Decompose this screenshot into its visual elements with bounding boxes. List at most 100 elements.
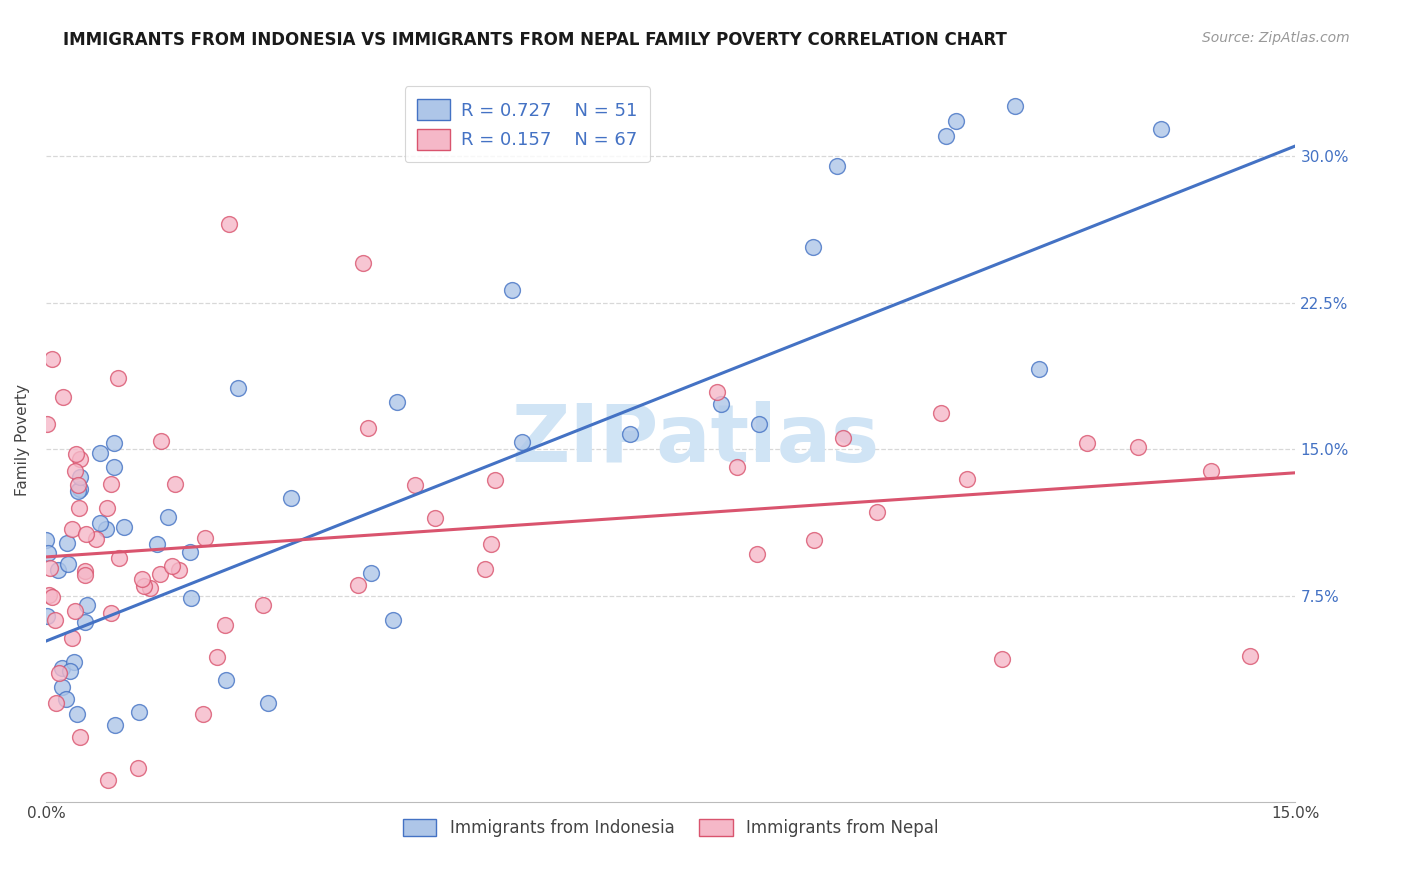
Y-axis label: Family Poverty: Family Poverty: [15, 384, 30, 496]
Point: [160, 559, 183, 574]
Point: [510, 435, 533, 450]
Point: [69, 846, 91, 860]
Point: [832, 431, 855, 445]
Point: [58, 664, 80, 678]
Point: [60, 522, 83, 536]
Point: [66, 477, 89, 491]
Point: [69, 730, 91, 744]
Point: [56, 557, 79, 571]
Point: [69, 451, 91, 466]
Point: [990, 652, 1012, 666]
Point: [1298, 641, 1320, 656]
Point: [52, 390, 75, 404]
Legend: Immigrants from Indonesia, Immigrants from Nepal: Immigrants from Indonesia, Immigrants fr…: [396, 813, 945, 844]
Point: [356, 420, 378, 434]
Point: [104, 718, 127, 732]
Point: [866, 505, 889, 519]
Point: [66, 706, 89, 721]
Point: [935, 129, 957, 144]
Point: [45, 696, 67, 710]
Point: [63, 655, 86, 669]
Point: [112, 520, 135, 534]
Point: [103, 435, 125, 450]
Point: [228, 381, 250, 395]
Point: [180, 591, 202, 606]
Text: Source: ZipAtlas.com: Source: ZipAtlas.com: [1202, 31, 1350, 45]
Point: [94, 522, 117, 536]
Point: [51, 680, 73, 694]
Point: [404, 478, 426, 492]
Point: [67, 483, 90, 498]
Point: [75, 564, 97, 578]
Point: [748, 417, 770, 432]
Point: [100, 607, 122, 621]
Point: [347, 577, 370, 591]
Point: [107, 371, 129, 385]
Point: [128, 705, 150, 719]
Point: [931, 406, 953, 420]
Point: [48, 665, 70, 680]
Point: [1004, 99, 1026, 113]
Point: [97, 773, 120, 788]
Point: [191, 707, 214, 722]
Point: [801, 240, 824, 254]
Point: [89, 516, 111, 531]
Point: [1199, 464, 1222, 478]
Point: [60, 631, 83, 645]
Point: [385, 394, 408, 409]
Point: [69, 482, 91, 496]
Point: [103, 460, 125, 475]
Point: [89, 446, 111, 460]
Point: [55, 536, 77, 550]
Point: [149, 566, 172, 581]
Point: [163, 476, 186, 491]
Point: [73, 568, 96, 582]
Point: [75, 526, 97, 541]
Point: [1076, 435, 1098, 450]
Point: [131, 572, 153, 586]
Point: [207, 649, 229, 664]
Point: [827, 159, 849, 173]
Point: [218, 217, 240, 231]
Point: [745, 547, 768, 561]
Point: [76, 598, 98, 612]
Point: [41, 590, 63, 604]
Point: [73, 615, 96, 630]
Point: [360, 566, 382, 581]
Point: [38, 561, 60, 575]
Point: [725, 459, 748, 474]
Point: [179, 545, 201, 559]
Point: [214, 617, 236, 632]
Point: [239, 829, 262, 843]
Point: [1239, 648, 1261, 663]
Point: [157, 509, 180, 524]
Point: [252, 598, 274, 612]
Point: [44, 613, 66, 627]
Point: [132, 579, 155, 593]
Point: [149, 434, 172, 449]
Text: IMMIGRANTS FROM INDONESIA VS IMMIGRANTS FROM NEPAL FAMILY POVERTY CORRELATION CH: IMMIGRANTS FROM INDONESIA VS IMMIGRANTS …: [63, 31, 1007, 49]
Point: [257, 696, 280, 710]
Point: [474, 562, 496, 576]
Point: [194, 531, 217, 545]
Point: [382, 614, 405, 628]
Text: ZIPatlas: ZIPatlas: [512, 401, 880, 478]
Point: [65, 464, 87, 478]
Point: [37, 608, 59, 623]
Point: [710, 397, 733, 411]
Point: [706, 385, 728, 400]
Point: [280, 491, 302, 505]
Point: [619, 427, 641, 442]
Point: [425, 511, 447, 525]
Point: [100, 476, 122, 491]
Point: [84, 532, 107, 546]
Point: [945, 113, 967, 128]
Point: [501, 284, 523, 298]
Point: [1028, 362, 1050, 376]
Point: [146, 537, 169, 551]
Point: [35, 533, 58, 547]
Point: [67, 500, 90, 515]
Point: [37, 417, 59, 432]
Point: [37, 546, 59, 560]
Point: [69, 470, 91, 484]
